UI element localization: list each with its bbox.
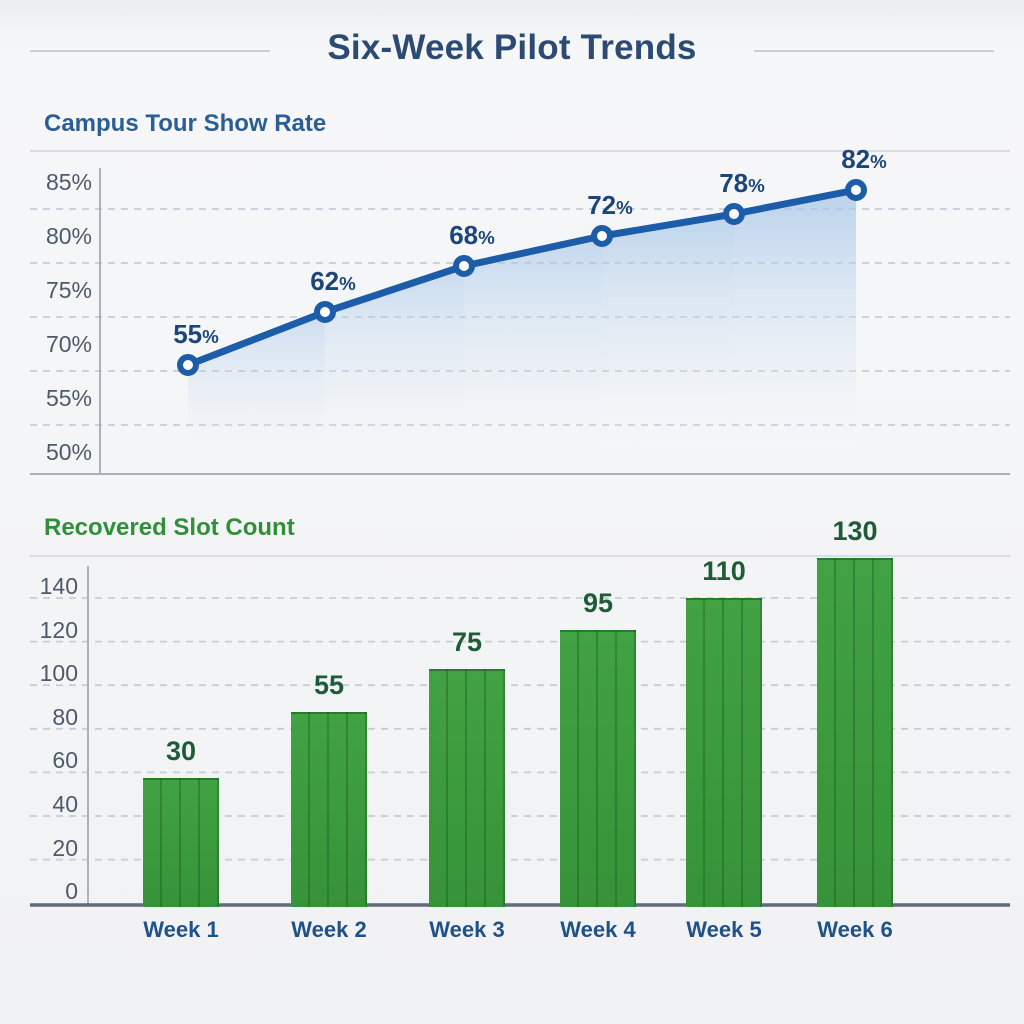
y-axis-tick-label: 120 (39, 616, 78, 643)
point-value-label: 82% (841, 144, 887, 174)
bar (560, 630, 636, 907)
bar-chart-title: Recovered Slot Count (44, 514, 295, 541)
y-axis-tick-label: 55% (45, 385, 92, 411)
x-axis-week-label: Week 2 (291, 917, 367, 942)
y-axis-tick-label: 100 (39, 660, 78, 687)
bar (291, 712, 367, 907)
x-axis-week-label: Week 5 (686, 917, 762, 942)
y-axis-tick-label: 75% (45, 277, 92, 303)
trend-line (184, 186, 860, 369)
point-value-label: 62% (310, 266, 356, 296)
bar-value-label: 75 (451, 627, 483, 657)
area-fill-band (464, 236, 602, 474)
x-axis-week-label: Week 4 (560, 917, 636, 942)
section-divider-top (30, 150, 1010, 152)
point-value-label: 78% (719, 168, 765, 198)
bar (143, 778, 219, 907)
section-divider-bottom (30, 555, 1010, 557)
bar-value-label: 95 (582, 588, 614, 618)
point-value-label: 72% (587, 190, 633, 220)
x-axis-week-label: Week 1 (143, 917, 219, 942)
bar (817, 558, 893, 907)
y-axis-tick-label: 85% (45, 169, 92, 195)
data-point-marker (453, 255, 475, 277)
y-axis-tick-label: 50% (45, 439, 92, 465)
data-point-marker (314, 301, 336, 323)
y-axis-tick-label: 40 (52, 791, 78, 817)
data-point-marker (723, 203, 745, 225)
bar-value-label: 30 (165, 736, 197, 766)
title-divider-left (30, 50, 270, 52)
area-fill-band (602, 214, 734, 474)
area-fill-band (325, 266, 464, 474)
title-divider-right (754, 50, 994, 52)
y-axis-tick-label: 0 (65, 878, 78, 905)
line-chart-title: Campus Tour Show Rate (44, 110, 327, 137)
bar-value-label: 130 (832, 516, 878, 546)
area-fill-band (734, 190, 856, 474)
y-axis-tick-label: 80% (45, 223, 92, 249)
data-point-marker (591, 225, 613, 247)
y-axis-tick-label: 20 (52, 834, 78, 861)
data-point-marker (845, 179, 867, 201)
bar-value-label: 55 (313, 670, 345, 700)
bar (429, 669, 505, 907)
y-axis-tick-label: 140 (39, 573, 78, 599)
page-title: Six-Week Pilot Trends (327, 28, 697, 67)
bar-value-label: 110 (702, 556, 746, 586)
x-axis-week-label: Week 3 (429, 917, 505, 942)
y-axis-tick-label: 80 (52, 703, 78, 730)
bar (686, 598, 762, 907)
y-axis-tick-label: 70% (45, 331, 92, 357)
data-point-marker (177, 354, 199, 376)
point-value-label: 68% (449, 220, 495, 250)
point-value-label: 55% (173, 319, 219, 349)
x-axis-week-label: Week 6 (817, 917, 893, 942)
y-axis-tick-label: 60 (52, 747, 78, 774)
